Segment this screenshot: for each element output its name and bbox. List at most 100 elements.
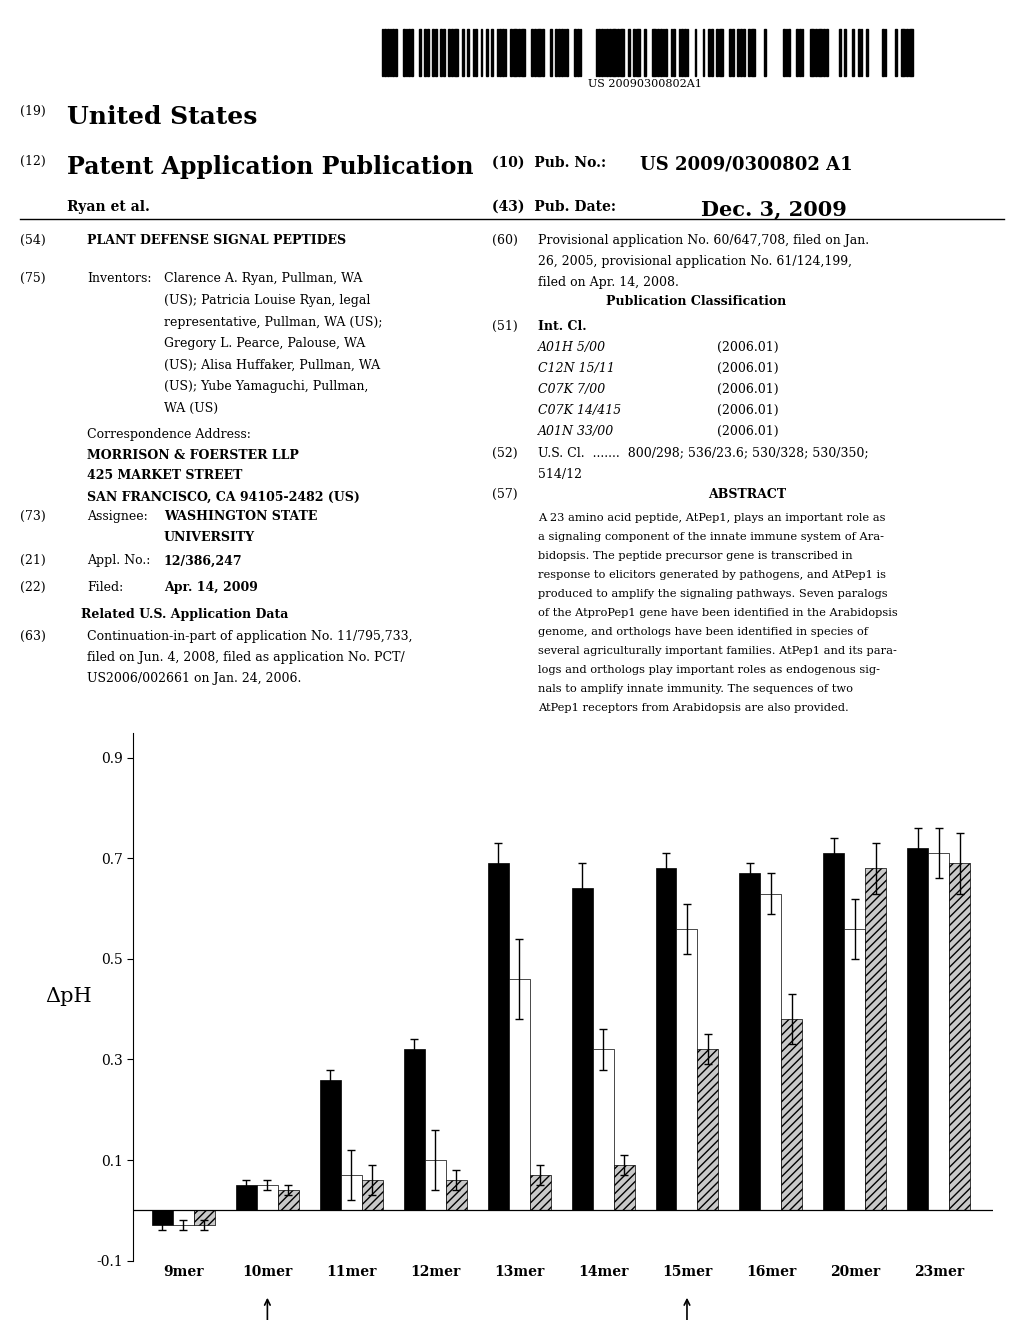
Bar <box>500 29 501 77</box>
Bar <box>659 29 662 77</box>
Bar <box>395 29 396 77</box>
Bar <box>555 29 557 77</box>
Bar <box>449 29 451 77</box>
Text: (60): (60) <box>492 235 517 247</box>
Text: nals to amplify innate immunity. The sequences of two: nals to amplify innate immunity. The seq… <box>538 684 853 694</box>
Bar <box>425 1160 445 1210</box>
Text: Dec. 3, 2009: Dec. 3, 2009 <box>701 199 847 219</box>
Bar <box>697 1049 719 1210</box>
Bar <box>427 29 429 77</box>
Bar <box>860 29 862 77</box>
Text: WA (US): WA (US) <box>164 401 218 414</box>
Bar <box>596 29 597 77</box>
Bar <box>628 29 630 77</box>
Text: genome, and orthologs have been identified in species of: genome, and orthologs have been identifi… <box>538 627 867 638</box>
Bar <box>732 29 734 77</box>
Bar <box>577 29 579 77</box>
Text: logs and orthologs play important roles as endogenous sig-: logs and orthologs play important roles … <box>538 665 880 676</box>
Bar <box>737 29 739 77</box>
Text: WASHINGTON STATE: WASHINGTON STATE <box>164 510 317 523</box>
Bar <box>611 29 613 77</box>
Text: Assignee:: Assignee: <box>87 510 147 523</box>
Text: filed on Jun. 4, 2008, filed as application No. PCT/: filed on Jun. 4, 2008, filed as applicat… <box>87 651 404 664</box>
Text: bidopsis. The peptide precursor gene is transcribed in: bidopsis. The peptide precursor gene is … <box>538 552 852 561</box>
Bar <box>729 29 731 77</box>
Bar <box>820 29 822 77</box>
Bar <box>882 29 884 77</box>
Text: US 20090300802A1: US 20090300802A1 <box>588 79 702 90</box>
Bar <box>677 929 697 1210</box>
Bar <box>908 29 910 77</box>
Bar <box>613 1166 635 1210</box>
Bar <box>457 29 459 77</box>
Text: 514/12: 514/12 <box>538 467 582 480</box>
Bar <box>785 29 787 77</box>
Bar <box>609 29 611 77</box>
Text: AtPep1 receptors from Arabidopsis are also provided.: AtPep1 receptors from Arabidopsis are al… <box>538 704 848 713</box>
Bar <box>392 29 394 77</box>
Bar <box>475 29 477 77</box>
Bar <box>152 1210 173 1225</box>
Bar <box>797 29 798 77</box>
Bar <box>580 29 582 77</box>
Bar <box>173 1210 194 1225</box>
Bar <box>558 29 560 77</box>
Text: (21): (21) <box>20 554 46 568</box>
Bar <box>194 1210 215 1225</box>
Text: Gregory L. Pearce, Palouse, WA: Gregory L. Pearce, Palouse, WA <box>164 337 366 350</box>
Bar <box>566 29 568 77</box>
Bar <box>749 29 750 77</box>
Text: 26, 2005, provisional application No. 61/124,199,: 26, 2005, provisional application No. 61… <box>538 255 852 268</box>
Bar <box>949 863 970 1210</box>
Bar <box>906 29 908 77</box>
Text: (10)  Pub. No.:: (10) Pub. No.: <box>492 156 605 169</box>
Bar <box>845 29 846 77</box>
Bar <box>684 29 686 77</box>
Bar <box>319 1080 341 1210</box>
Text: A 23 amino acid peptide, AtPep1, plays an important role as: A 23 amino acid peptide, AtPep1, plays a… <box>538 513 885 523</box>
Text: UNIVERSITY: UNIVERSITY <box>164 531 255 544</box>
Text: response to elicitors generated by pathogens, and AtPep1 is: response to elicitors generated by patho… <box>538 570 886 581</box>
Bar <box>679 29 680 77</box>
Bar <box>278 1191 299 1210</box>
Bar <box>901 29 902 77</box>
Bar <box>751 29 753 77</box>
Bar <box>799 29 801 77</box>
Bar <box>389 29 391 77</box>
Text: (57): (57) <box>492 488 517 500</box>
Bar <box>509 979 529 1210</box>
Bar <box>341 1175 361 1210</box>
Bar <box>739 874 761 1210</box>
Y-axis label: ΔpH: ΔpH <box>45 987 92 1006</box>
Bar <box>440 29 442 77</box>
Bar <box>505 29 507 77</box>
Bar <box>928 853 949 1210</box>
Bar <box>633 29 635 77</box>
Bar <box>903 29 905 77</box>
Text: (US); Patricia Louise Ryan, legal: (US); Patricia Louise Ryan, legal <box>164 294 371 308</box>
Bar <box>236 1185 257 1210</box>
Text: (22): (22) <box>20 581 46 594</box>
Bar <box>515 29 517 77</box>
Text: (19): (19) <box>20 104 46 117</box>
Bar <box>603 29 605 77</box>
Text: filed on Apr. 14, 2008.: filed on Apr. 14, 2008. <box>538 276 679 289</box>
Text: (73): (73) <box>20 510 46 523</box>
Bar <box>825 29 827 77</box>
Text: Clarence A. Ryan, Pullman, WA: Clarence A. Ryan, Pullman, WA <box>164 272 362 285</box>
Bar <box>885 29 887 77</box>
Text: (75): (75) <box>20 272 46 285</box>
Bar <box>462 29 464 77</box>
Text: Patent Application Publication: Patent Application Publication <box>67 156 473 180</box>
Bar <box>593 1049 613 1210</box>
Bar <box>454 29 456 77</box>
Text: A01H 5/00: A01H 5/00 <box>538 341 606 354</box>
Bar <box>681 29 683 77</box>
Bar <box>529 1175 551 1210</box>
Text: C12N 15/11: C12N 15/11 <box>538 362 614 375</box>
Bar <box>895 29 897 77</box>
Bar <box>574 29 577 77</box>
Bar <box>907 849 928 1210</box>
Bar <box>492 29 494 77</box>
Bar <box>802 29 804 77</box>
